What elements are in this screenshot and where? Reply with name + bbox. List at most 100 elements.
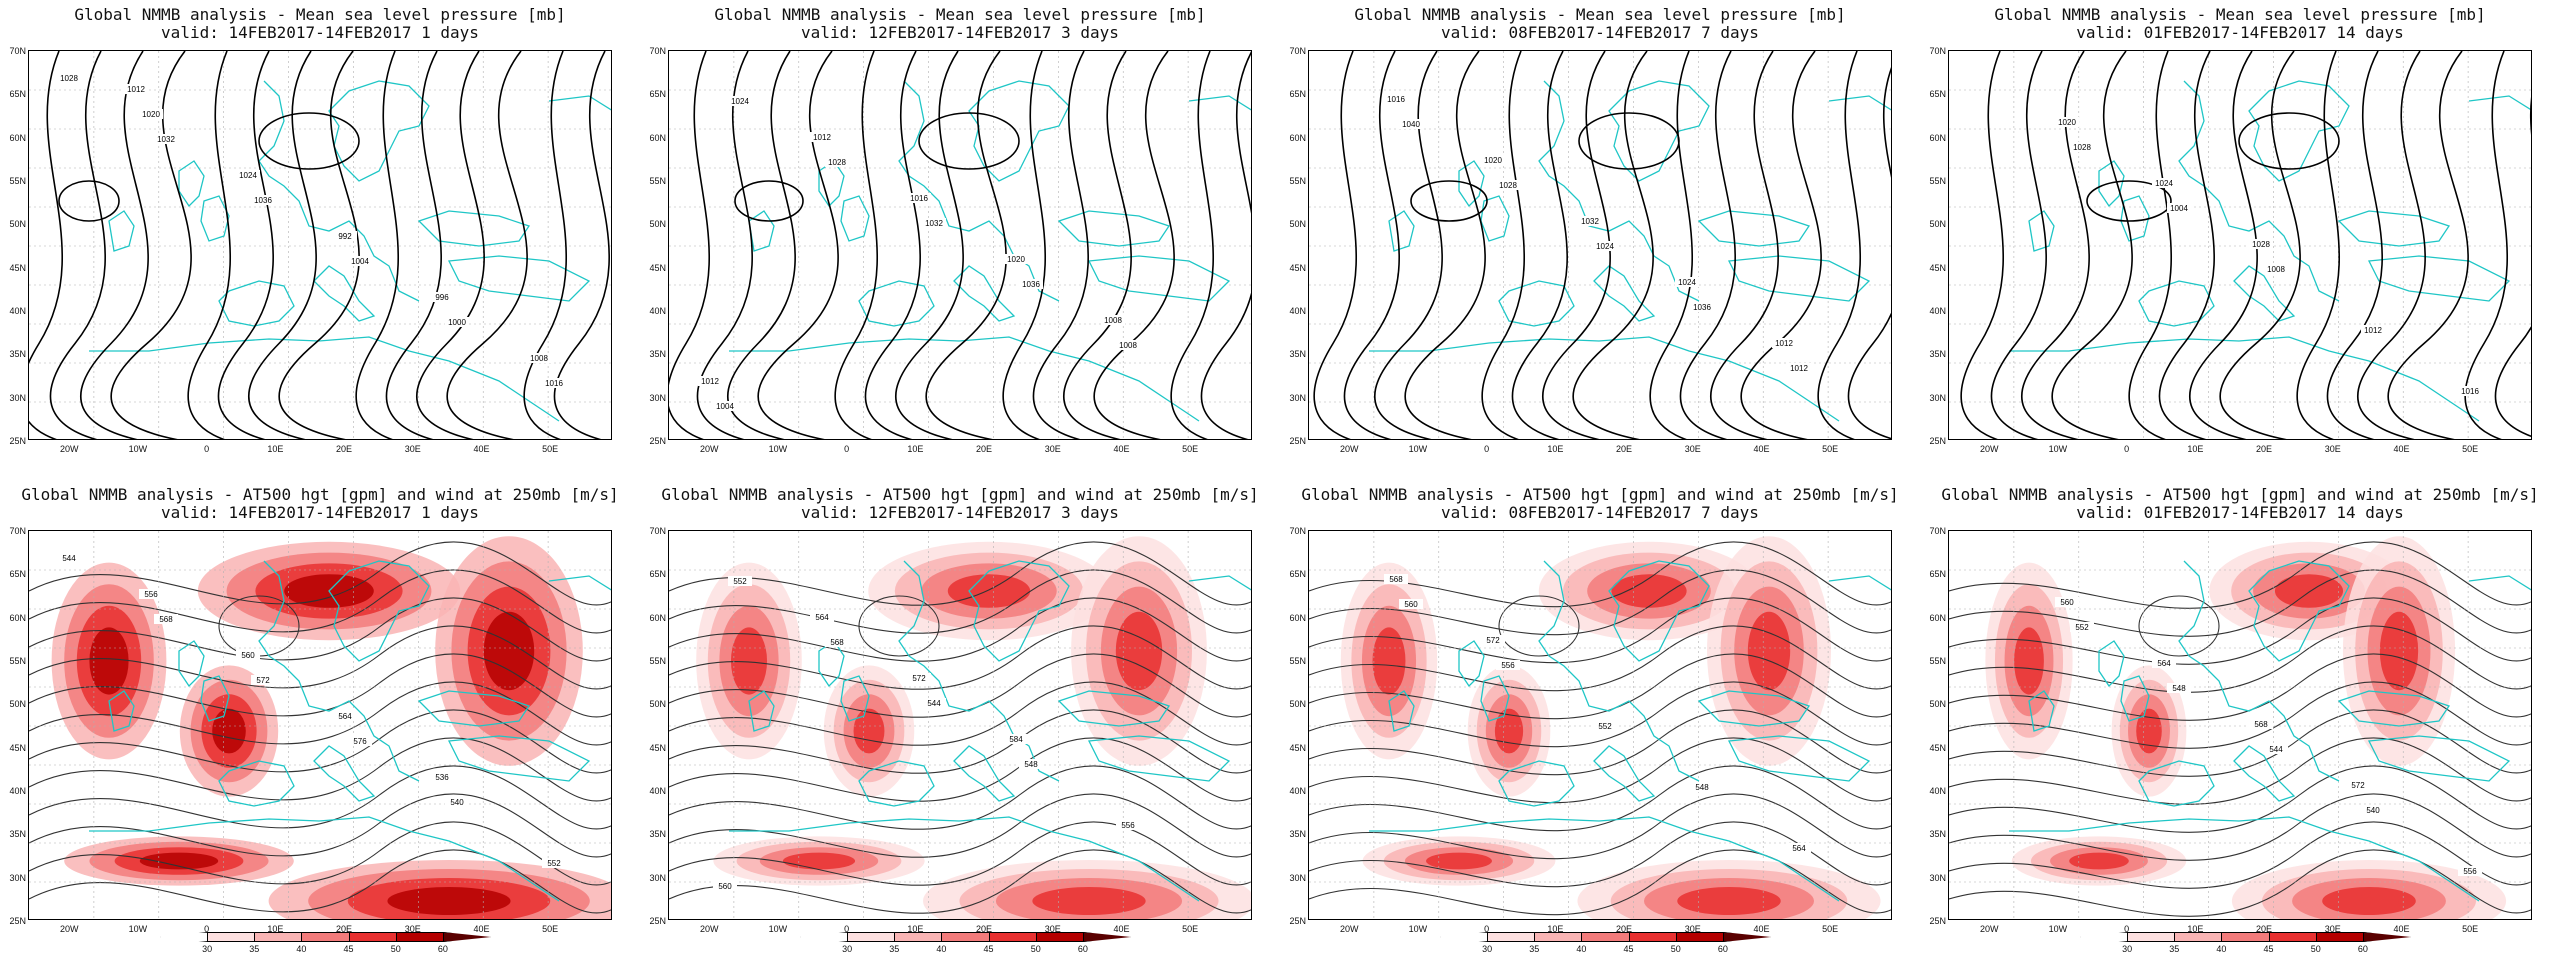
contour-label: 564 <box>815 613 829 622</box>
colorbar-label: 45 <box>1623 944 1634 954</box>
lat-tick-label: 65N <box>9 569 26 580</box>
contour-label: 1012 <box>1790 364 1808 373</box>
z500-panel-3: Global NMMB analysis - AT500 hgt [gpm] a… <box>1280 480 1920 960</box>
lon-tick-label: 20E <box>336 444 353 454</box>
lat-tick-label: 70N <box>649 46 666 56</box>
colorbar-label: 50 <box>1030 944 1041 954</box>
lat-tick-label: 30N <box>9 872 26 883</box>
contour-label: 548 <box>1024 760 1038 769</box>
lat-tick-label: 45N <box>9 742 26 753</box>
lon-tick-label: 50E <box>542 924 559 934</box>
lon-tick-label: 20E <box>976 444 993 454</box>
contour-label: 1028 <box>2073 143 2091 152</box>
lat-tick-label: 70N <box>1289 46 1306 56</box>
lat-tick-label: 35N <box>649 829 666 840</box>
lat-tick-label: 30N <box>649 872 666 883</box>
panel-title: Global NMMB analysis - AT500 hgt [gpm] a… <box>21 485 619 504</box>
contour-label: 572 <box>1486 636 1500 645</box>
lat-tick-label: 55N <box>9 176 26 186</box>
lat-tick-label: 70N <box>9 46 26 56</box>
colorbar-label: 30 <box>1482 944 1493 954</box>
colorbar-swatch <box>160 932 209 942</box>
lat-tick-label: 25N <box>1929 436 1946 446</box>
lon-tick-label: 20W <box>1979 924 1999 934</box>
z500-panel-2: Global NMMB analysis - AT500 hgt [gpm] a… <box>640 480 1280 960</box>
contour-label: 536 <box>435 773 449 782</box>
panel-title: Global NMMB analysis - Mean sea level pr… <box>1354 5 1846 24</box>
lon-tick-label: 50E <box>1182 444 1199 454</box>
lat-tick-label: 40N <box>1929 786 1946 796</box>
lon-tick-label: 10W <box>2048 444 2068 454</box>
contour-label: 540 <box>2366 806 2380 815</box>
lon-tick-label: 20E <box>976 924 993 934</box>
height-contours <box>29 541 611 914</box>
lat-tick-label: 25N <box>1929 916 1946 926</box>
lat-tick-label: 50N <box>1929 699 1946 710</box>
mslp-panel-1: Global NMMB analysis - Mean sea level pr… <box>0 0 640 480</box>
lon-tick-label: 10W <box>2048 924 2068 934</box>
lon-tick-label: 0 <box>204 444 210 454</box>
contour-labels: 1040 1028 1024 1036 1012 1016 1020 1032 1024 1012 <box>1384 94 1811 373</box>
lon-tick-label: 30E <box>404 924 421 934</box>
colorbar-label: 60 <box>1717 944 1728 954</box>
colorbar-label: 40 <box>936 944 947 954</box>
lat-tick-label: 40N <box>649 306 666 316</box>
contour-label: 996 <box>435 293 449 302</box>
lon-tick-label: 10E <box>907 444 924 454</box>
lon-tick-label: 10W <box>1408 924 1428 934</box>
lat-tick-label: 30N <box>1289 872 1306 883</box>
lon-tick-label: 20W <box>59 444 79 454</box>
lat-tick-label: 50N <box>9 219 26 230</box>
pressure-contours <box>1960 51 2531 439</box>
coastline <box>1369 560 1891 902</box>
lat-tick-label: 45N <box>9 262 26 273</box>
contour-label: 1024 <box>1678 278 1696 287</box>
coastline <box>89 80 611 422</box>
contour-label: 1012 <box>701 377 719 386</box>
lon-tick-label: 40E <box>2393 444 2410 454</box>
contour-label: 556 <box>1121 821 1135 830</box>
colorbar-label: 45 <box>2263 944 2274 954</box>
wind-colorbar: 30 35 40 45 50 60 <box>2080 932 2411 954</box>
lon-tick-label: 0 <box>2124 444 2130 454</box>
contour-label: 1024 <box>731 97 749 106</box>
contour-label: 1000 <box>448 318 466 327</box>
pressure-contours <box>669 51 1251 439</box>
lat-tick-label: 65N <box>649 89 666 100</box>
lat-tick-label: 55N <box>1289 176 1306 186</box>
contour-label: 1032 <box>157 135 175 144</box>
lat-tick-label: 50N <box>649 699 666 710</box>
lat-tick-label: 35N <box>1289 349 1306 360</box>
contour-label: 576 <box>353 737 367 746</box>
lat-tick-label: 70N <box>9 526 26 536</box>
mslp-panel-3: Global NMMB analysis - Mean sea level pr… <box>1280 0 1920 480</box>
lon-tick-label: 20E <box>2256 444 2273 454</box>
lon-tick-label: 10E <box>2187 924 2204 934</box>
contour-label: 1008 <box>2267 265 2285 274</box>
colorbar-label: 50 <box>2310 944 2321 954</box>
contour-label: 1004 <box>716 402 734 411</box>
lat-tick-label: 50N <box>1289 219 1306 230</box>
lat-tick-label: 30N <box>1929 392 1946 403</box>
panel-valid-date: valid: 12FEB2017-14FEB2017 3 days <box>801 503 1119 522</box>
contour-labels: 552 568 544 548 556 560 564 572 584 <box>713 576 1140 891</box>
lon-tick-label: 50E <box>542 444 559 454</box>
lat-tick-label: 35N <box>1929 829 1946 840</box>
map-area: 544 568 572 576 540 552 556 560 564 536 <box>28 530 612 920</box>
contour-label: 1016 <box>910 194 928 203</box>
colorbar-swatch <box>301 932 350 942</box>
wind-shading <box>696 536 1251 919</box>
wind-shading <box>1985 536 2507 919</box>
panel-valid-date: valid: 12FEB2017-14FEB2017 3 days <box>801 23 1119 42</box>
lat-tick-label: 50N <box>9 699 26 710</box>
lat-tick-label: 40N <box>9 786 26 796</box>
lon-tick-label: 30E <box>1044 444 1061 454</box>
lon-tick-label: 0 <box>844 444 850 454</box>
panel-valid-date: valid: 14FEB2017-14FEB2017 1 days <box>161 23 479 42</box>
lat-tick-label: 60N <box>1289 132 1306 143</box>
contour-label: 1024 <box>1596 242 1614 251</box>
contour-label: 1012 <box>2364 326 2382 335</box>
lat-tick-label: 55N <box>9 656 26 666</box>
contour-label: 556 <box>2463 867 2477 876</box>
contour-label: 1020 <box>142 110 160 119</box>
